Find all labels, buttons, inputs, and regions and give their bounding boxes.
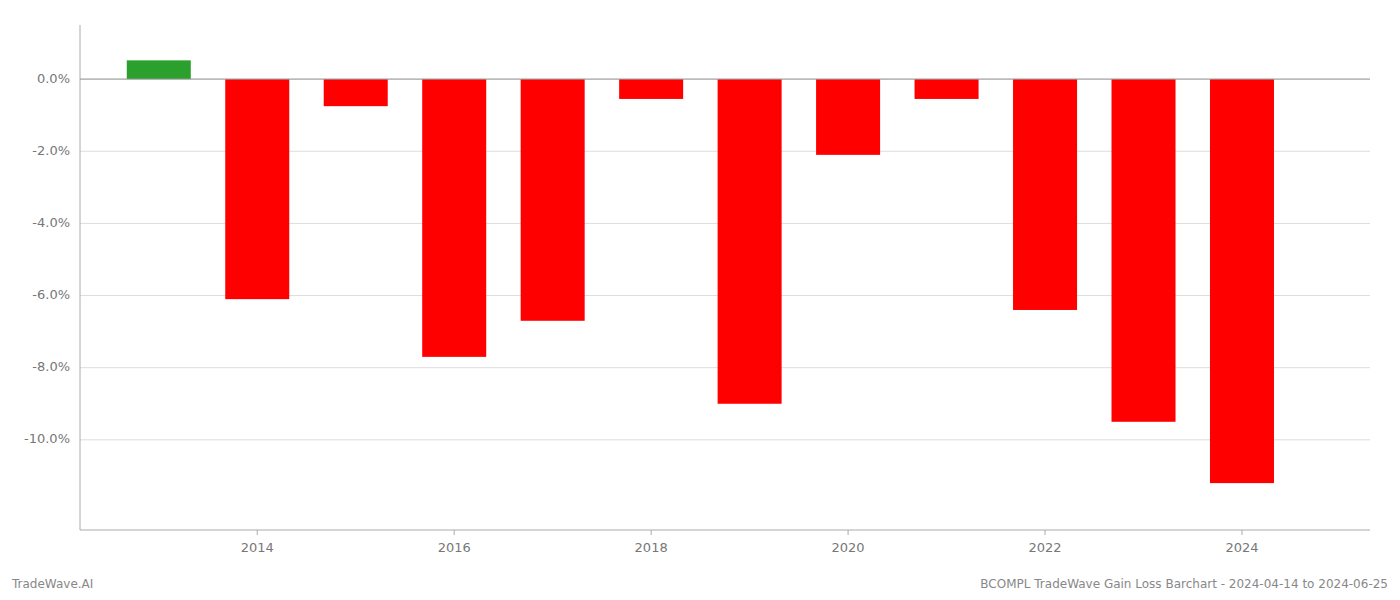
grid-line: [80, 439, 1370, 440]
chart-svg: 0.0%-2.0%-4.0%-6.0%-8.0%-10.0%2014201620…: [0, 0, 1400, 600]
axes: [80, 25, 1370, 530]
y-axis-line: [80, 25, 81, 530]
y-tick-label: -2.0%: [32, 143, 70, 158]
bar: [521, 79, 585, 321]
x-tick: [1241, 530, 1242, 535]
y-grid: [80, 79, 1370, 440]
x-tick-label: 2014: [241, 540, 274, 555]
bar: [915, 79, 979, 99]
y-tick-label: -10.0%: [24, 431, 70, 446]
y-tick-labels: 0.0% -2.0% -4.0% -6.0% -8.0% -10.0%: [24, 71, 70, 447]
x-tick: [257, 530, 258, 535]
bar: [1112, 79, 1176, 422]
bar: [422, 79, 486, 357]
bar: [718, 79, 782, 404]
bar: [1013, 79, 1077, 310]
footer: TradeWave.AI BCOMPL TradeWave Gain Loss B…: [11, 577, 1388, 591]
grid-line: [80, 79, 1370, 80]
x-tick-label: 2018: [635, 540, 668, 555]
x-ticks: 2014 2016 2018 2020 2022 2024: [241, 530, 1259, 555]
y-tick-label: -8.0%: [32, 359, 70, 374]
x-tick-label: 2024: [1225, 540, 1258, 555]
footer-text: TradeWave.AI: [11, 577, 93, 591]
x-tick: [651, 530, 652, 535]
zero-line: [80, 79, 1370, 80]
x-axis-line: [80, 530, 1370, 531]
bars: [127, 60, 1274, 483]
x-tick: [454, 530, 455, 535]
y-tick-label: 0.0%: [37, 71, 70, 86]
bar: [225, 79, 289, 299]
bar: [619, 79, 683, 99]
bar: [127, 60, 191, 79]
chart-container: 0.0%-2.0%-4.0%-6.0%-8.0%-10.0%2014201620…: [0, 0, 1400, 600]
background: [0, 0, 1400, 600]
bar: [816, 79, 880, 155]
x-tick-label: 2020: [832, 540, 865, 555]
x-tick-label: 2022: [1028, 540, 1061, 555]
y-tick-label: -4.0%: [32, 215, 70, 230]
x-tick: [1045, 530, 1046, 535]
x-tick: [848, 530, 849, 535]
bar: [1210, 79, 1274, 483]
bar: [324, 79, 388, 106]
x-tick-label: 2016: [438, 540, 471, 555]
y-tick-label: -6.0%: [32, 287, 70, 302]
footer-text: BCOMPL TradeWave Gain Loss Barchart - 20…: [980, 577, 1388, 591]
